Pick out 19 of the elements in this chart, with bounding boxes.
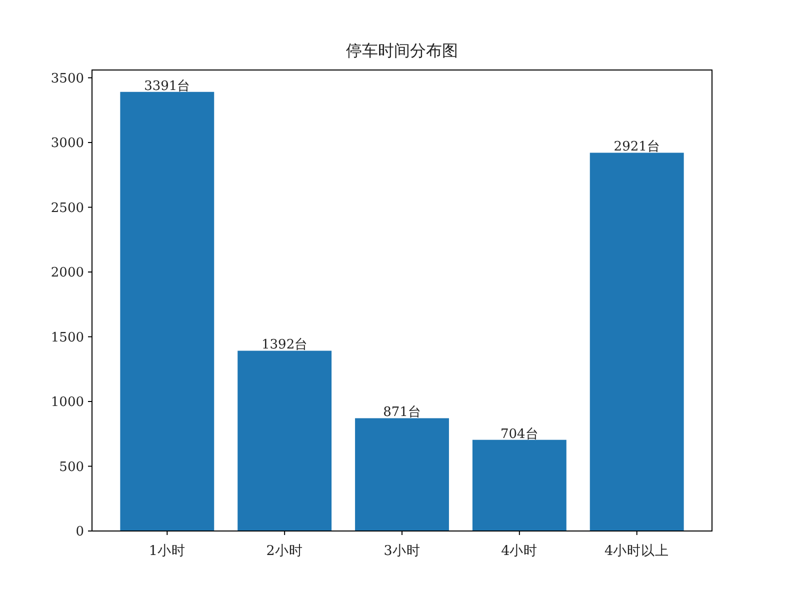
x-tick-label: 1小时 — [148, 543, 186, 559]
x-tick-label: 4小时 — [501, 543, 538, 559]
x-tick-label: 2小时 — [266, 543, 303, 559]
data-label: 704台 — [500, 426, 538, 442]
data-label: 3391台 — [144, 78, 190, 94]
y-tick-label: 3000 — [50, 136, 84, 152]
y-tick-label: 0 — [76, 524, 84, 540]
data-label: 2921台 — [614, 140, 660, 155]
x-tick-label: 4小时以上 — [604, 543, 670, 559]
y-tick-label: 2500 — [50, 200, 84, 216]
data-label: 1392台 — [262, 338, 308, 353]
data-label: 871台 — [383, 405, 421, 420]
x-tick-label: 3小时 — [384, 543, 420, 559]
y-tick-label: 2000 — [50, 266, 84, 281]
y-tick-label: 1000 — [50, 395, 84, 410]
y-tick-label: 3500 — [50, 71, 84, 86]
y-tick-label: 500 — [59, 460, 84, 475]
y-tick-label: 1500 — [50, 330, 84, 346]
chart-title: 停车时间分布图 — [346, 41, 458, 60]
